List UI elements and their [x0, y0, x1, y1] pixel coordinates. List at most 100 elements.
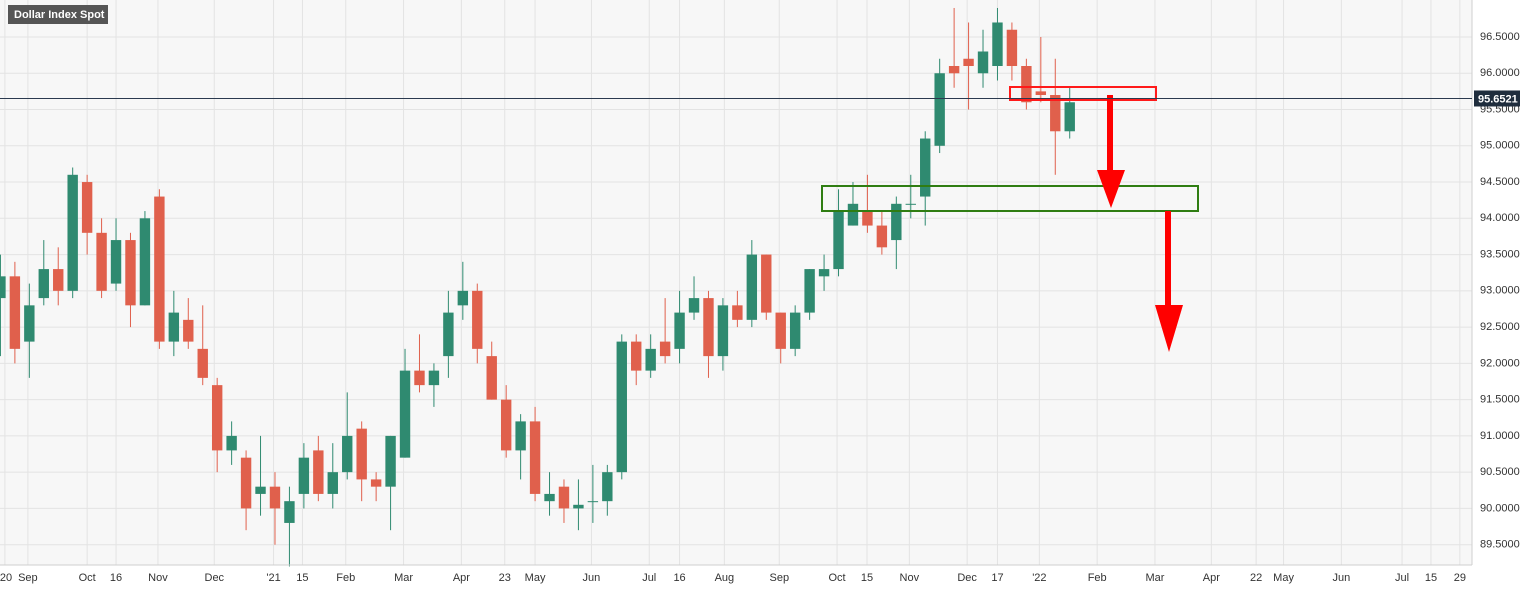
candle-body: [717, 305, 729, 357]
candle-body: [81, 182, 93, 233]
candle-body: [53, 269, 64, 291]
candle-body: [0, 276, 6, 299]
y-tick-label: 94.5000: [1480, 176, 1520, 188]
candle-body: [688, 298, 700, 313]
candle-body: [746, 254, 758, 320]
candle-body: [1035, 91, 1047, 96]
x-tick-label: Oct: [829, 572, 846, 584]
candle-body: [833, 211, 844, 270]
candle-body: [920, 138, 931, 197]
candle-body: [183, 319, 194, 342]
candle-body: [1064, 102, 1075, 132]
plot-area: [0, 0, 1472, 565]
x-tick-label: Mar: [1145, 572, 1164, 584]
x-tick-label: 15: [1425, 572, 1437, 584]
y-tick-label: 94.0000: [1480, 212, 1520, 224]
candle-body: [789, 312, 801, 349]
y-tick-label: 91.5000: [1480, 394, 1520, 406]
y-tick-label: 89.5000: [1480, 539, 1520, 551]
candle-body: [313, 450, 324, 494]
candle-body: [616, 341, 627, 473]
x-tick-label: Sep: [18, 572, 38, 584]
candle-body: [255, 486, 266, 494]
x-tick-label: 15: [296, 572, 308, 584]
candle-body: [269, 486, 281, 509]
y-tick-label: 92.5000: [1480, 321, 1520, 333]
candle-body: [862, 211, 873, 226]
candle-body: [602, 472, 613, 502]
y-tick-label: 95.0000: [1480, 140, 1520, 152]
candle-body: [963, 58, 974, 67]
y-tick-label: 91.0000: [1480, 430, 1520, 442]
candle-body: [96, 232, 107, 291]
arrow-head: [1097, 170, 1125, 208]
candle-body: [414, 370, 425, 386]
candle-body: [486, 356, 497, 400]
candles: [0, 7, 1075, 567]
candle-body: [587, 501, 599, 503]
candle-body: [125, 240, 136, 306]
x-tick-label: Nov: [148, 572, 168, 584]
candle-body: [472, 290, 483, 349]
x-tick-label: Dec: [205, 572, 225, 584]
x-tick-label: Jul: [642, 572, 656, 584]
candle-body: [110, 240, 122, 284]
x-tick-label: May: [525, 572, 546, 584]
title-box: [8, 5, 108, 24]
x-tick-label: Feb: [336, 572, 355, 584]
candle-body: [1006, 29, 1018, 67]
candle-body: [385, 435, 396, 487]
candle-body: [240, 457, 252, 509]
y-tick-label: 93.5000: [1480, 248, 1520, 260]
chart-title: Dollar Index Spot: [14, 9, 105, 21]
x-tick-label: Oct: [79, 572, 96, 584]
x-tick-label: '20: [0, 572, 12, 584]
candle-body: [139, 218, 151, 306]
candle-body: [168, 312, 180, 342]
support-box: [821, 185, 1199, 212]
candle-body: [211, 385, 223, 451]
arrow-shaft: [1107, 95, 1113, 171]
x-tick-label: 16: [673, 572, 685, 584]
x-tick-label: 23: [499, 572, 511, 584]
candle-body: [284, 501, 295, 523]
x-tick-label: Jul: [1395, 572, 1409, 584]
overlay: [821, 86, 1199, 352]
candle-body: [24, 305, 35, 342]
candle-body: [761, 254, 772, 313]
x-tick-label: Feb: [1088, 572, 1107, 584]
y-tick-label: 92.0000: [1480, 357, 1520, 369]
last-price-box: [1474, 90, 1520, 107]
candle-body: [226, 435, 237, 451]
candle-body: [443, 312, 454, 357]
x-tick-label: Sep: [769, 572, 789, 584]
candle-body: [370, 479, 382, 487]
x-tick-label: 29: [1454, 572, 1466, 584]
candle-body: [544, 493, 555, 502]
candle-body: [818, 269, 830, 277]
x-tick-label: 22: [1250, 572, 1262, 584]
arrow-shaft: [1165, 211, 1171, 306]
x-tick-label: Apr: [1203, 572, 1220, 584]
candle-body: [500, 399, 512, 451]
candle-body: [876, 225, 888, 248]
candle-body: [515, 421, 526, 451]
candle-body: [1050, 95, 1061, 132]
candle-body: [197, 348, 208, 378]
candle-body: [992, 22, 1003, 67]
candle-body: [558, 486, 570, 509]
candle-body: [298, 457, 310, 494]
candle-body: [948, 66, 960, 74]
candle-body: [457, 290, 469, 306]
candle-body: [1021, 66, 1032, 103]
candle-body: [631, 341, 642, 371]
candle-body: [356, 428, 367, 480]
candle-body: [529, 421, 541, 494]
y-tick-label: 90.5000: [1480, 466, 1520, 478]
x-tick-label: 15: [861, 572, 873, 584]
x-tick-label: Jun: [1332, 572, 1350, 584]
candle-body: [977, 51, 989, 74]
candle-body: [674, 312, 685, 349]
candle-body: [934, 73, 945, 146]
